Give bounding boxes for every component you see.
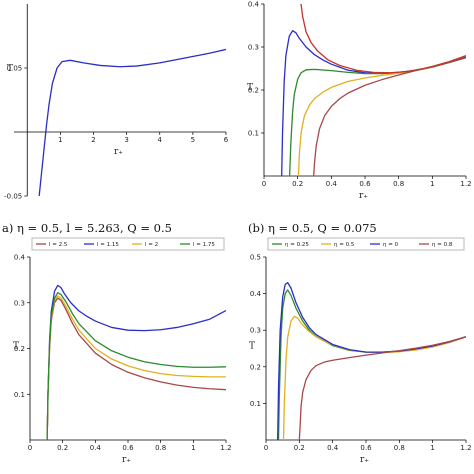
x-tick-label-d: 0.6 [360, 444, 372, 452]
series-line-b-0 [281, 30, 466, 176]
caption-a: a) η = 0.5, l = 5.263, Q = 0.5 [2, 221, 172, 235]
y-tick-label-c: 0.4 [14, 254, 26, 262]
x-tick-label-b: 0 [262, 180, 266, 188]
x-tick-label-c: 0 [28, 444, 32, 452]
panel-c: 0 0.2 0.4 0.6 0.8 1 1.2 0.1 0.2 0.3 0.4 Tr₊ l = 2.5 l… [13, 237, 232, 465]
y-axis-label-b: T [247, 83, 253, 93]
y-tick-label-c: 0.2 [14, 345, 25, 353]
y-axis-label-d: T [249, 342, 255, 352]
series-line-b-1 [288, 56, 466, 176]
legend-label-d: η = 0 [383, 242, 399, 248]
x-tick-label-a: 4 [158, 136, 163, 144]
y-axis-label-c: T [13, 342, 19, 352]
y-tick-label-b: 0.4 [248, 1, 260, 9]
series-line-c-2 [46, 295, 226, 440]
series-line-b-2 [297, 55, 466, 176]
y-axis-label-a: T [7, 64, 13, 74]
panel-b: 0 0.2 0.4 0.6 0.8 1 1.2 0.1 0.2 0.3 0.4 Tr₊ [247, 1, 472, 202]
y-tick-label-b: 0.3 [248, 44, 259, 52]
y-tick-label-d: 0.2 [250, 363, 261, 371]
x-tick-label-d: 0.8 [394, 444, 405, 452]
x-tick-label-d: 0.2 [294, 444, 305, 452]
x-tick-label-c: 1.2 [220, 444, 231, 452]
legend-label-c: l = 1.15 [97, 242, 119, 248]
legend-box-c [31, 237, 225, 251]
x-tick-label-c: 0.4 [90, 444, 102, 452]
x-axis-label-c: r₊ [122, 455, 131, 465]
y-tick-label-d: 0.3 [250, 327, 261, 335]
legend-label-d: η = 0.25 [285, 242, 309, 248]
legend-box-d [267, 237, 465, 251]
x-tick-label-b: 0.6 [359, 180, 371, 188]
x-tick-label-b: 0.8 [393, 180, 404, 188]
x-tick-label-a: 5 [191, 136, 195, 144]
x-tick-label-a: 6 [224, 136, 229, 144]
series-line-b-4 [300, 4, 466, 74]
series-line-d-3 [298, 336, 466, 440]
series-line-a-0 [38, 48, 226, 196]
y-tick-label-a: -0.05 [4, 193, 22, 201]
series-line-c-1 [46, 284, 226, 440]
y-tick-label-d: 0.1 [250, 400, 261, 408]
series-line-d-1 [282, 315, 466, 440]
series-line-c-0 [46, 297, 226, 440]
y-tick-label-a: 0.05 [7, 65, 23, 73]
x-axis-label-a: r₊ [114, 147, 123, 157]
series-line-d-2 [277, 281, 466, 440]
x-tick-label-b: 1.2 [460, 180, 471, 188]
y-tick-label-b: 0.2 [248, 87, 259, 95]
x-tick-label-a: 2 [91, 136, 95, 144]
caption-b: (b) η = 0.5, Q = 0.075 [248, 221, 377, 235]
x-tick-label-b: 0.2 [292, 180, 303, 188]
panel-d: 0 0.2 0.4 0.6 0.8 1 1.2 0.1 0.2 0.3 0.4 0.5 Tr₊ η = 0… [249, 237, 472, 465]
legend-label-c: l = 2.5 [49, 242, 68, 248]
x-tick-label-c: 1 [191, 444, 195, 452]
x-tick-label-c: 0.2 [57, 444, 68, 452]
y-tick-label-d: 0.4 [250, 290, 262, 298]
x-axis-label-b: r₊ [359, 191, 368, 201]
y-tick-label-c: 0.3 [14, 299, 25, 307]
x-tick-label-b: 1 [430, 180, 434, 188]
x-tick-label-b: 0.4 [326, 180, 338, 188]
series-line-c-3 [46, 292, 226, 440]
x-tick-label-c: 0.8 [155, 444, 166, 452]
x-axis-label-d: r₊ [360, 455, 369, 465]
y-tick-label-c: 0.1 [14, 391, 25, 399]
legend-label-c: l = 2 [145, 242, 158, 248]
x-tick-label-a: 1 [58, 136, 62, 144]
x-tick-label-d: 1.2 [460, 444, 471, 452]
y-tick-label-b: 0.1 [248, 130, 259, 138]
legend-label-d: η = 0.5 [334, 242, 355, 248]
legend-label-c: l = 1.75 [193, 242, 215, 248]
x-tick-label-c: 0.6 [122, 444, 134, 452]
legend-label-d: η = 0.8 [432, 242, 453, 248]
x-tick-label-d: 1 [430, 444, 434, 452]
y-tick-label-d: 0.5 [250, 254, 261, 262]
x-tick-label-d: 0.4 [327, 444, 339, 452]
x-tick-label-a: 3 [124, 136, 128, 144]
series-line-d-0 [277, 289, 466, 440]
x-tick-label-d: 0 [264, 444, 268, 452]
